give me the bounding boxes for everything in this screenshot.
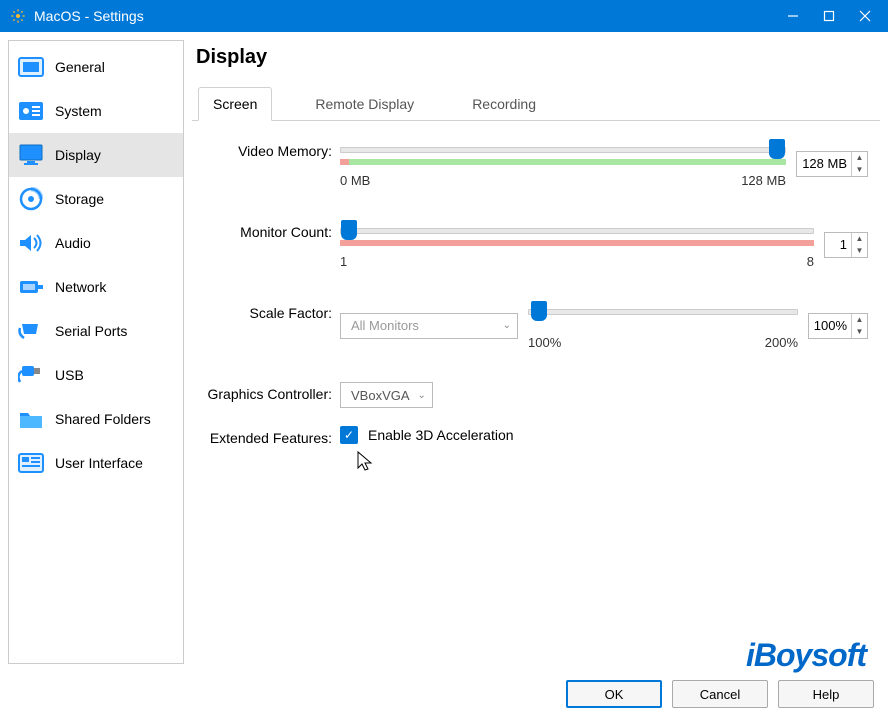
chevron-down-icon: ⌄: [418, 390, 426, 401]
scale-factor-spinbox[interactable]: ▲▼: [808, 313, 868, 339]
sidebar-item-label: Storage: [55, 191, 104, 207]
tab-screen[interactable]: Screen: [198, 87, 272, 121]
sidebar-item-user-interface[interactable]: User Interface: [9, 441, 183, 485]
scale-factor-dropdown-text: All Monitors: [351, 318, 419, 333]
enable-3d-checkbox[interactable]: ✓: [340, 426, 358, 444]
sidebar-item-label: Display: [55, 147, 101, 163]
spin-down[interactable]: ▼: [852, 326, 867, 338]
audio-icon: [17, 232, 45, 254]
spin-up[interactable]: ▲: [852, 152, 867, 164]
window-title: MacOS - Settings: [34, 8, 144, 24]
slider-handle[interactable]: [531, 301, 547, 321]
scale-factor-slider[interactable]: 100% 200%: [528, 301, 798, 350]
serial-ports-icon: [17, 320, 45, 342]
close-button[interactable]: [842, 0, 888, 32]
sidebar-item-audio[interactable]: Audio: [9, 221, 183, 265]
scale-factor-label: Scale Factor:: [192, 301, 340, 321]
cancel-button[interactable]: Cancel: [672, 680, 768, 708]
tab-remote-display[interactable]: Remote Display: [300, 87, 429, 120]
sidebar-item-label: USB: [55, 367, 84, 383]
spin-up[interactable]: ▲: [852, 233, 867, 245]
monitor-count-spinbox[interactable]: ▲▼: [824, 232, 868, 258]
video-memory-input[interactable]: [797, 156, 851, 171]
chevron-down-icon: ⌄: [503, 320, 511, 331]
watermark: iBoysoft: [746, 637, 866, 674]
slider-handle[interactable]: [769, 139, 785, 159]
usb-icon: [17, 364, 45, 386]
sidebar-item-shared-folders[interactable]: Shared Folders: [9, 397, 183, 441]
sidebar-item-label: Audio: [55, 235, 91, 251]
network-icon: [17, 276, 45, 298]
slider-handle[interactable]: [341, 220, 357, 240]
sidebar-item-label: Shared Folders: [55, 411, 151, 427]
graphics-controller-label: Graphics Controller:: [192, 382, 340, 402]
sidebar: General System Display Storage Audio Net…: [8, 40, 184, 664]
footer: OK Cancel Help: [566, 680, 874, 708]
general-icon: [17, 56, 45, 78]
gear-icon: [10, 8, 26, 24]
video-memory-max: 128 MB: [741, 173, 786, 188]
enable-3d-label: Enable 3D Acceleration: [368, 427, 514, 443]
sidebar-item-display[interactable]: Display: [9, 133, 183, 177]
sidebar-item-general[interactable]: General: [9, 45, 183, 89]
monitor-count-input[interactable]: [825, 237, 851, 252]
tab-recording[interactable]: Recording: [457, 87, 551, 120]
scale-factor-input[interactable]: [809, 318, 851, 333]
display-icon: [17, 144, 45, 166]
monitor-count-min: 1: [340, 254, 347, 269]
sidebar-item-label: Network: [55, 279, 106, 295]
sidebar-item-serial-ports[interactable]: Serial Ports: [9, 309, 183, 353]
tabbar: Screen Remote Display Recording: [192, 87, 880, 121]
extended-features-label: Extended Features:: [192, 426, 340, 446]
sidebar-item-network[interactable]: Network: [9, 265, 183, 309]
scale-factor-dropdown[interactable]: All Monitors ⌄: [340, 313, 518, 339]
help-button[interactable]: Help: [778, 680, 874, 708]
cursor-icon: [356, 450, 374, 472]
video-memory-min: 0 MB: [340, 173, 370, 188]
sidebar-item-label: User Interface: [55, 455, 143, 471]
spin-down[interactable]: ▼: [852, 164, 867, 176]
storage-icon: [17, 188, 45, 210]
video-memory-slider[interactable]: 0 MB 128 MB: [340, 139, 786, 188]
sidebar-item-storage[interactable]: Storage: [9, 177, 183, 221]
sidebar-item-label: System: [55, 103, 102, 119]
folder-icon: [17, 408, 45, 430]
monitor-count-label: Monitor Count:: [192, 220, 340, 240]
page-title: Display: [192, 40, 880, 87]
titlebar: MacOS - Settings: [0, 0, 888, 32]
scale-factor-min: 100%: [528, 335, 561, 350]
ok-button[interactable]: OK: [566, 680, 662, 708]
spin-down[interactable]: ▼: [852, 245, 867, 257]
sidebar-item-usb[interactable]: USB: [9, 353, 183, 397]
graphics-controller-dropdown[interactable]: VBoxVGA ⌄: [340, 382, 433, 408]
video-memory-label: Video Memory:: [192, 139, 340, 159]
ui-icon: [17, 452, 45, 474]
system-icon: [17, 100, 45, 122]
graphics-controller-value: VBoxVGA: [351, 388, 410, 403]
content-area: Display Screen Remote Display Recording …: [192, 40, 880, 664]
sidebar-item-system[interactable]: System: [9, 89, 183, 133]
sidebar-item-label: Serial Ports: [55, 323, 127, 339]
sidebar-item-label: General: [55, 59, 105, 75]
video-memory-spinbox[interactable]: ▲▼: [796, 151, 868, 177]
spin-up[interactable]: ▲: [852, 314, 867, 326]
monitor-count-max: 8: [807, 254, 814, 269]
monitor-count-slider[interactable]: 1 8: [340, 220, 814, 269]
scale-factor-max: 200%: [765, 335, 798, 350]
